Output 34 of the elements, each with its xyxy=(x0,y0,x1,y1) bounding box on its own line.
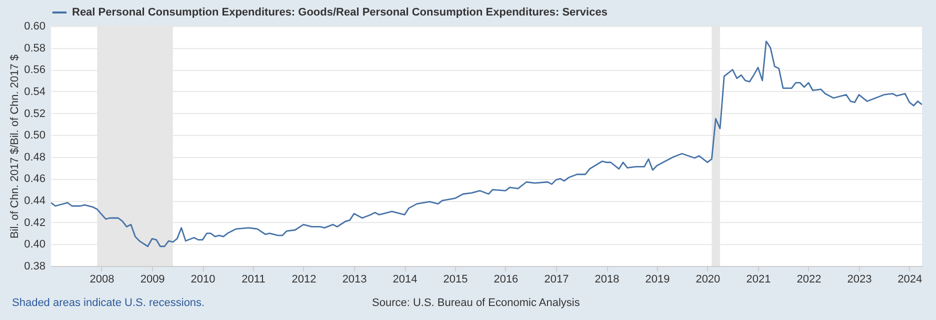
y-tick-label: 0.60 xyxy=(24,20,46,32)
x-tick-label: 2018 xyxy=(594,274,620,286)
y-axis-title: Bil. of Chn. 2017 $/Bil. of Chn. 2017 $ xyxy=(9,54,22,239)
x-tick-label: 2008 xyxy=(90,274,114,286)
x-tick-label: 2013 xyxy=(342,274,367,286)
y-tick-label: 0.48 xyxy=(24,151,46,164)
y-tick-label: 0.44 xyxy=(24,195,46,208)
y-tick-label: 0.42 xyxy=(24,216,46,229)
x-tick-label: 2012 xyxy=(292,274,316,286)
x-tick-label: 2020 xyxy=(696,274,720,286)
y-tick-label: 0.54 xyxy=(24,86,46,98)
x-tick-label: 2019 xyxy=(645,274,670,286)
x-tick-label: 2024 xyxy=(898,274,922,286)
legend-label: Real Personal Consumption Expenditures: Goods/Real Personal Consumption Expenditures: Services xyxy=(72,6,608,18)
x-tick-label: 2022 xyxy=(796,274,822,286)
y-tick-label: 0.56 xyxy=(24,64,46,76)
x-tick-label: 2015 xyxy=(443,274,468,286)
x-tick-label: 2009 xyxy=(140,274,165,286)
source-note: Source: U.S. Bureau of Economic Analysis xyxy=(372,297,580,309)
y-tick-label: 0.46 xyxy=(24,173,46,186)
line-series xyxy=(51,40,922,248)
y-tick-label: 0.58 xyxy=(24,42,46,54)
x-tick-label: 2021 xyxy=(746,274,771,286)
text: Shaded areas indicate U.S. recessions. xyxy=(12,297,205,309)
x-tick-label: 2010 xyxy=(190,274,216,286)
x-tick-label: 2016 xyxy=(494,274,518,286)
y-tick-label: 0.40 xyxy=(24,238,46,251)
x-tick-label: 2017 xyxy=(544,274,569,286)
x-tick-label: 2023 xyxy=(847,274,872,286)
x-tick-label: 2014 xyxy=(392,274,418,286)
y-tick-label: 0.52 xyxy=(24,108,46,120)
y-tick-label: 0.50 xyxy=(24,130,46,142)
y-tick-label: 0.38 xyxy=(24,260,46,272)
x-tick-label: 2011 xyxy=(242,274,266,286)
